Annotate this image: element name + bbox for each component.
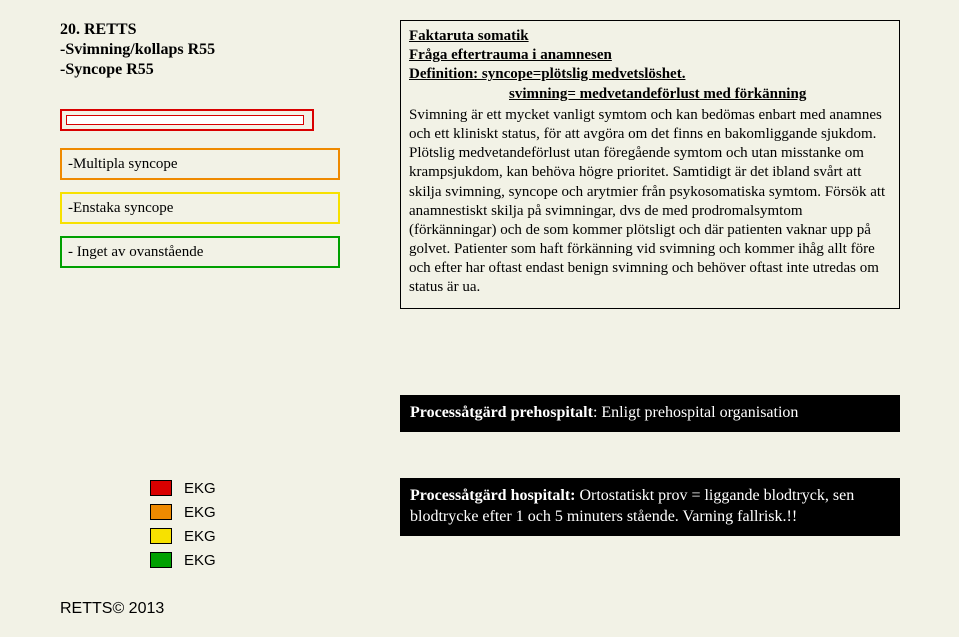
heading-line-1: 20. RETTS xyxy=(60,20,215,40)
legend-label-red: EKG xyxy=(184,480,216,497)
fact-box: Faktaruta somatik Fråga eftertrauma i an… xyxy=(400,20,900,309)
process-prehospital-text: : Enligt prehospital organisation xyxy=(593,404,798,421)
legend-item-red: EKG xyxy=(150,478,216,498)
legend-item-green: EKG xyxy=(150,550,216,570)
legend-item-orange: EKG xyxy=(150,502,216,522)
heading-line-3: -Syncope R55 xyxy=(60,60,215,80)
legend-label-green: EKG xyxy=(184,552,216,569)
process-prehospital-label: Processåtgärd prehospitalt xyxy=(410,404,593,421)
factbox-title-line-3: Definition: syncope=plötslig medvetslösh… xyxy=(409,65,891,84)
priority-bar-yellow-label: -Enstaka syncope xyxy=(68,200,173,217)
process-hospital-label: Processåtgärd hospitalt: xyxy=(410,487,575,504)
factbox-body: Svimning är ett mycket vanligt symtom oc… xyxy=(409,106,891,298)
legend-label-orange: EKG xyxy=(184,504,216,521)
process-prehospital-box: Processåtgärd prehospitalt: Enligt preho… xyxy=(400,395,900,432)
priority-bar-orange: -Multipla syncope xyxy=(60,148,340,180)
priority-bar-green: - Inget av ovanstående xyxy=(60,236,340,268)
legend-item-yellow: EKG xyxy=(150,526,216,546)
factbox-title-line-1: Faktaruta somatik xyxy=(409,27,891,46)
priority-bar-red xyxy=(60,109,314,131)
priority-bar-yellow: -Enstaka syncope xyxy=(60,192,340,224)
legend-swatch-red xyxy=(150,480,172,496)
page-heading: 20. RETTS -Svimning/kollaps R55 -Syncope… xyxy=(60,20,215,80)
footer: RETTS© 2013 xyxy=(60,600,164,618)
factbox-title-line-2: Fråga eftertrauma i anamnesen xyxy=(409,46,891,65)
legend-swatch-orange xyxy=(150,504,172,520)
factbox-title-line-4: svimning= medvetandeförlust med förkänni… xyxy=(409,85,891,104)
priority-bar-red-inner xyxy=(66,115,304,125)
process-hospital-box: Processåtgärd hospitalt: Ortostatiskt pr… xyxy=(400,478,900,536)
legend-label-yellow: EKG xyxy=(184,528,216,545)
priority-bar-orange-label: -Multipla syncope xyxy=(68,156,178,173)
legend-swatch-yellow xyxy=(150,528,172,544)
legend-swatch-green xyxy=(150,552,172,568)
heading-line-2: -Svimning/kollaps R55 xyxy=(60,40,215,60)
priority-bar-green-label: - Inget av ovanstående xyxy=(68,244,203,261)
